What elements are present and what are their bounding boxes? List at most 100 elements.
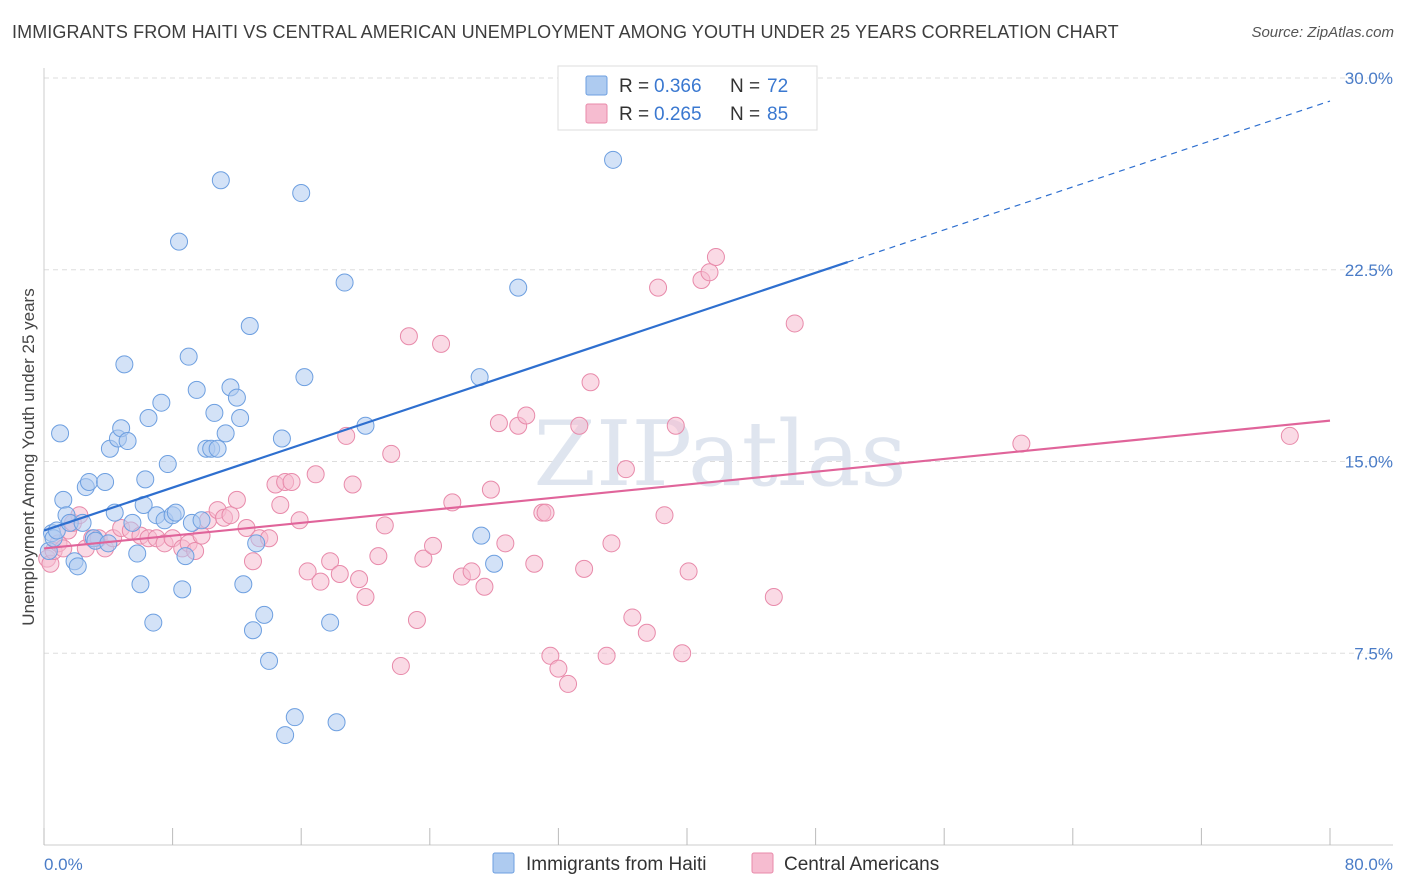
central-americans-point [666,416,685,435]
central-americans-point [306,465,325,484]
axes [43,68,1393,846]
central-americans-point [581,373,600,392]
central-americans-point [570,416,589,435]
haiti-point [604,150,623,169]
haiti-point [115,355,134,374]
central-americans-point [602,534,621,553]
y-axis-title: Unemployment Among Youth under 25 years [19,288,38,625]
haiti-point [192,511,211,530]
central-americans-point [1280,426,1299,445]
y-tick-labels: 7.5% 15.0% 22.5% 30.0% [1345,69,1393,663]
haiti-point [123,513,142,532]
central-americans-point [290,511,309,530]
central-americans-point [475,577,494,596]
haiti-point [144,613,163,632]
haiti-point [96,472,115,491]
central-americans-point [382,444,401,463]
central-americans-point [536,503,555,522]
y-tick-label: 22.5% [1345,261,1393,280]
central-americans-point [517,406,536,425]
central-americans-point [637,623,656,642]
central-americans-point [616,460,635,479]
watermark: ZIPatlas [533,402,906,507]
legend-swatch-haiti [585,75,608,96]
haiti-point [170,232,189,251]
central-americans-point [414,549,433,568]
legend-swatch-central [751,852,774,874]
central-americans-point [432,334,451,353]
central-americans-point [655,506,674,525]
central-americans-point [785,314,804,333]
central-americans-point [525,554,544,573]
central-americans-point [623,608,642,627]
haiti-trend-extension [847,100,1331,263]
haiti-point [272,429,291,448]
central-americans-point [282,472,301,491]
central-americans-point [350,570,369,589]
haiti-point [176,547,195,566]
haiti-point [205,403,224,422]
central-americans-point [462,562,481,581]
central-americans-point [541,646,560,665]
legend-swatch-central [585,103,608,124]
central-americans-point [369,547,388,566]
central-americans-point [764,588,783,607]
central-americans-point [243,552,262,571]
central-trend-line [43,419,1331,550]
haiti-point [335,273,354,292]
central-americans-point [271,495,290,514]
y-tick-label: 15.0% [1345,453,1393,472]
haiti-point [118,432,137,451]
haiti-point [68,557,87,576]
source-label: Source: ZipAtlas.com [1251,24,1394,41]
central-americans-point [424,536,443,555]
central-americans-point [649,278,668,297]
haiti-point [327,713,346,732]
legend-r-value-haiti: 0.366 [654,76,702,97]
x-tick-label: 0.0% [44,855,83,874]
central-americans-point [399,327,418,346]
haiti-point [139,409,158,428]
central-americans-point [673,644,692,663]
haiti-point [131,575,150,594]
haiti-point [295,368,314,387]
haiti-point [276,726,295,745]
haiti-point [485,554,504,573]
central-americans-point [496,534,515,553]
legend-r-label: R = [619,76,649,97]
x-tick-labels: 0.0% 80.0% [44,855,1393,874]
central-americans-point [1012,434,1031,453]
central-americans-point [706,247,725,266]
haiti-point [509,278,528,297]
series-legend: Immigrants from Haiti Central Americans [492,852,939,875]
central-americans-point [407,611,426,630]
haiti-point [179,347,198,366]
haiti-point [216,424,235,443]
haiti-point [80,472,99,491]
y-tick-label: 30.0% [1345,69,1393,88]
haiti-point [234,575,253,594]
central-americans-point [311,572,330,591]
central-americans-point [700,263,719,282]
legend-n-value-haiti: 72 [767,76,788,97]
central-americans-point [330,564,349,583]
legend-n-label: N = [730,76,760,97]
y-tick-label: 7.5% [1354,644,1393,663]
haiti-trend-line [43,261,849,532]
haiti-point [472,526,491,545]
haiti-point [128,544,147,563]
legend-r-label: R = [619,104,649,125]
haiti-point [187,380,206,399]
haiti-point [247,534,266,553]
haiti-point [227,388,246,407]
central-americans-point [597,646,616,665]
haiti-point [173,580,192,599]
haiti-point [292,184,311,203]
central-americans-point [559,674,578,693]
haiti-point [51,424,70,443]
legend-n-value-central: 85 [767,104,788,125]
central-americans-point [221,506,240,525]
haiti-point [208,439,227,458]
chart-title: IMMIGRANTS FROM HAITI VS CENTRAL AMERICA… [12,22,1119,42]
